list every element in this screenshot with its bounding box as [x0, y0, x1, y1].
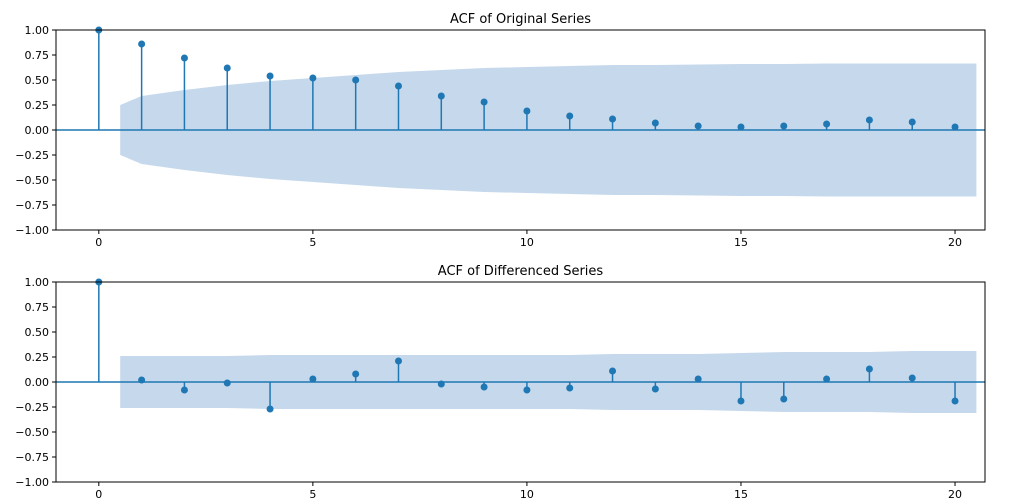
- x-tick-label: 10: [520, 488, 534, 499]
- acf-point-lag-12: [609, 367, 617, 375]
- acf-point-lag-15: [737, 123, 745, 131]
- acf-point-lag-10: [523, 107, 531, 115]
- acf-point-lag-9: [480, 98, 488, 106]
- y-tick-label: 1.00: [25, 24, 50, 37]
- y-tick-label: −1.00: [15, 224, 49, 237]
- acf-point-lag-14: [694, 122, 702, 130]
- acf-point-lag-6: [352, 370, 360, 378]
- y-tick-label: 0.25: [25, 99, 50, 112]
- y-tick-label: 0.25: [25, 351, 50, 364]
- y-tick-label: −0.50: [15, 174, 49, 187]
- x-tick-label: 5: [309, 236, 316, 249]
- y-tick-label: 0.75: [25, 301, 50, 314]
- x-tick-label: 15: [734, 236, 748, 249]
- acf-point-lag-3: [223, 64, 231, 72]
- acf-point-lag-13: [651, 119, 659, 127]
- acf-point-lag-13: [651, 385, 659, 393]
- y-tick-label: 0.50: [25, 326, 50, 339]
- acf-point-lag-2: [180, 386, 188, 394]
- x-tick-label: 10: [520, 236, 534, 249]
- y-tick-label: 1.00: [25, 276, 50, 289]
- acf-point-lag-4: [266, 405, 274, 413]
- acf-point-lag-10: [523, 386, 531, 394]
- acf-point-lag-20: [951, 397, 959, 405]
- acf-point-lag-12: [609, 115, 617, 123]
- acf-point-lag-6: [352, 76, 360, 84]
- acf-point-lag-8: [437, 92, 445, 100]
- y-tick-label: −0.75: [15, 199, 49, 212]
- acf-point-lag-18: [865, 365, 873, 373]
- x-tick-label: 5: [309, 488, 316, 499]
- y-tick-label: −0.50: [15, 426, 49, 439]
- y-tick-label: −0.75: [15, 451, 49, 464]
- x-tick-label: 0: [95, 236, 102, 249]
- acf-point-lag-17: [823, 120, 831, 128]
- y-tick-label: −0.25: [15, 401, 49, 414]
- y-tick-label: 0.00: [25, 124, 50, 137]
- acf-point-lag-14: [694, 375, 702, 383]
- y-tick-label: 0.50: [25, 74, 50, 87]
- x-tick-label: 0: [95, 488, 102, 499]
- y-tick-label: −1.00: [15, 476, 49, 489]
- acf-point-lag-8: [437, 380, 445, 388]
- acf-point-lag-19: [908, 374, 916, 382]
- acf-point-lag-5: [309, 74, 317, 82]
- acf-point-lag-16: [780, 395, 788, 403]
- acf-point-lag-1: [138, 40, 146, 48]
- acf-point-lag-7: [394, 357, 402, 365]
- acf-point-lag-11: [566, 384, 574, 392]
- y-tick-label: 0.00: [25, 376, 50, 389]
- acf-point-lag-15: [737, 397, 745, 405]
- acf-point-lag-2: [180, 54, 188, 62]
- y-tick-label: −0.25: [15, 149, 49, 162]
- acf-point-lag-7: [394, 82, 402, 90]
- acf-point-lag-5: [309, 375, 317, 383]
- y-tick-label: 0.75: [25, 49, 50, 62]
- acf-point-lag-18: [865, 116, 873, 124]
- acf-point-lag-16: [780, 122, 788, 130]
- acf-differenced-panel: ACF of Differenced Series −1.00 −0.75 −0.50…: [15, 264, 986, 501]
- acf-point-lag-11: [566, 112, 574, 120]
- chart-title: ACF of Differenced Series: [438, 264, 604, 279]
- x-tick-label: 20: [948, 488, 962, 499]
- x-tick-label: 15: [734, 488, 748, 499]
- chart-title: ACF of Original Series: [450, 12, 591, 27]
- acf-point-lag-19: [908, 118, 916, 126]
- acf-point-lag-9: [480, 383, 488, 391]
- acf-point-lag-3: [223, 379, 231, 387]
- acf-original-panel: ACF of Original Series −1.00 −0.75 −0.50 −0.…: [15, 12, 986, 249]
- acf-point-lag-17: [823, 375, 831, 383]
- acf-point-lag-20: [951, 123, 959, 131]
- x-tick-label: 20: [948, 236, 962, 249]
- acf-point-lag-4: [266, 72, 274, 80]
- acf-point-lag-1: [138, 376, 146, 384]
